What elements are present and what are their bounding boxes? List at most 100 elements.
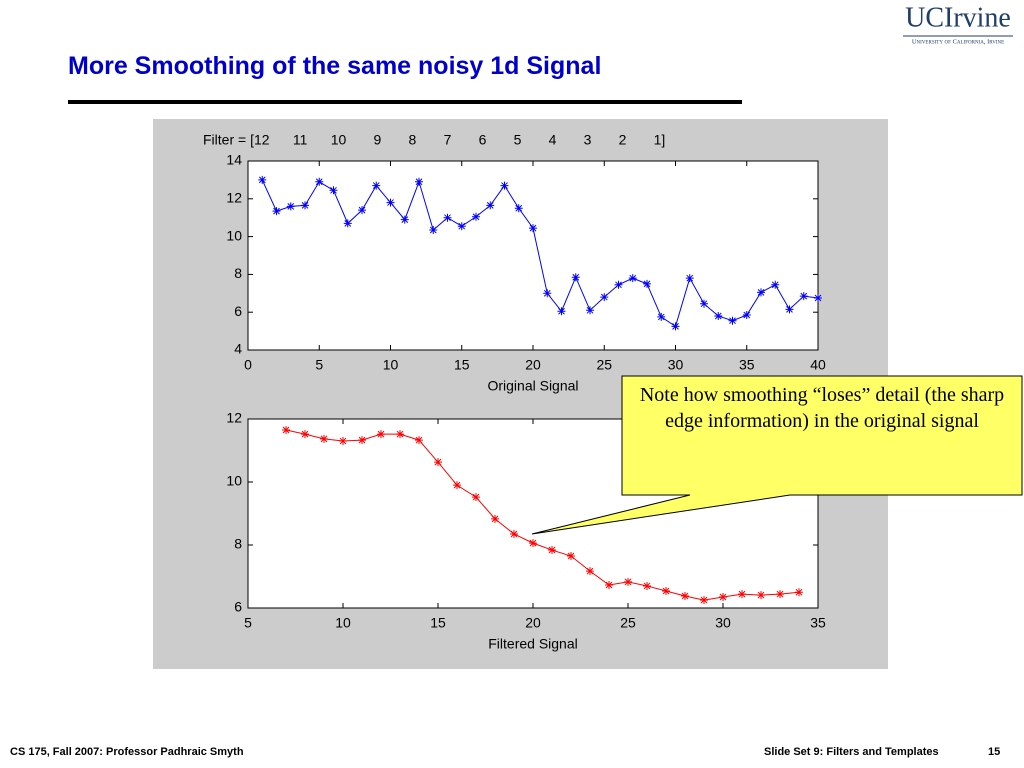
marker (486, 201, 495, 210)
marker (567, 552, 575, 561)
marker (605, 581, 613, 590)
marker (500, 181, 509, 190)
marker (586, 306, 594, 315)
marker (548, 546, 556, 555)
y-tick-label: 8 (234, 536, 242, 552)
marker (400, 215, 409, 224)
marker (543, 289, 552, 298)
marker (457, 222, 466, 231)
marker (662, 586, 670, 595)
marker (339, 437, 347, 446)
marker (785, 305, 794, 314)
y-tick-label: 6 (234, 599, 242, 615)
marker (700, 299, 708, 308)
marker (386, 198, 395, 207)
marker (757, 591, 765, 600)
marker (329, 186, 338, 195)
marker (771, 280, 780, 289)
marker (377, 430, 385, 439)
marker (643, 279, 651, 288)
series-line (285, 429, 800, 601)
x-tick-label: 15 (454, 357, 470, 373)
footer-right: Slide Set 9: Filters and Templates (764, 746, 939, 758)
marker (529, 224, 537, 233)
marker (301, 430, 309, 439)
marker (415, 436, 423, 445)
marker (628, 274, 637, 283)
series-line (261, 179, 819, 328)
marker (738, 590, 746, 599)
marker (671, 322, 680, 331)
marker (320, 434, 328, 443)
x-axis-label: Filtered Signal (488, 636, 578, 652)
marker (429, 225, 438, 234)
marker (272, 207, 281, 216)
y-tick-label: 12 (226, 190, 242, 206)
y-tick-label: 12 (226, 410, 242, 426)
x-tick-label: 10 (335, 615, 351, 631)
x-tick-label: 25 (596, 357, 612, 373)
callout-text: Note how smoothing “loses” detail (the s… (639, 384, 1005, 432)
x-tick-label: 35 (810, 615, 826, 631)
marker (714, 311, 723, 320)
y-tick-label: 10 (226, 473, 242, 489)
marker (814, 294, 822, 303)
marker (529, 539, 537, 548)
chart-title: Filter = [12 11 10 9 8 7 6 5 4 3 2 1] (203, 132, 665, 148)
marker (343, 219, 352, 228)
marker (571, 273, 580, 282)
marker (757, 288, 765, 297)
marker (258, 175, 267, 184)
logo-subtitle: University of California, Irvine (912, 38, 1004, 45)
marker (586, 567, 594, 576)
x-tick-label: 25 (620, 615, 636, 631)
marker (799, 292, 808, 301)
x-tick-label: 40 (810, 357, 826, 373)
marker (472, 212, 480, 221)
x-tick-label: 15 (430, 615, 446, 631)
marker (510, 529, 518, 538)
marker (681, 592, 689, 601)
x-tick-label: 0 (244, 357, 252, 373)
footer-left: CS 175, Fall 2007: Professor Padhraic Sm… (10, 746, 244, 758)
marker (719, 592, 727, 601)
marker (795, 588, 803, 597)
marker (301, 201, 309, 210)
marker (415, 177, 423, 186)
marker (315, 177, 324, 186)
marker (624, 577, 632, 586)
marker (358, 206, 366, 215)
x-tick-label: 5 (244, 615, 252, 631)
y-tick-label: 14 (226, 152, 242, 168)
x-axis-label: Original Signal (487, 378, 578, 394)
marker (358, 436, 366, 445)
marker (443, 213, 452, 222)
marker (282, 426, 290, 435)
x-tick-label: 5 (315, 357, 323, 373)
marker (514, 204, 523, 213)
logo: UCIrvine (905, 2, 1011, 33)
marker (453, 481, 461, 490)
x-tick-label: 10 (383, 357, 399, 373)
marker (643, 581, 651, 590)
marker (491, 514, 499, 523)
marker (472, 493, 480, 502)
marker (372, 181, 381, 190)
y-tick-label: 8 (234, 265, 242, 281)
x-tick-label: 20 (525, 615, 541, 631)
marker (614, 280, 623, 289)
y-tick-label: 6 (234, 303, 242, 319)
marker (600, 293, 609, 302)
marker (685, 274, 694, 283)
marker (396, 430, 404, 439)
y-tick-label: 10 (226, 227, 242, 243)
marker (657, 312, 666, 321)
x-tick-label: 20 (525, 357, 541, 373)
y-tick-label: 4 (234, 341, 242, 357)
callout-box (531, 375, 1023, 535)
page-number: 15 (988, 746, 1001, 758)
x-tick-label: 35 (739, 357, 755, 373)
marker (286, 202, 295, 211)
